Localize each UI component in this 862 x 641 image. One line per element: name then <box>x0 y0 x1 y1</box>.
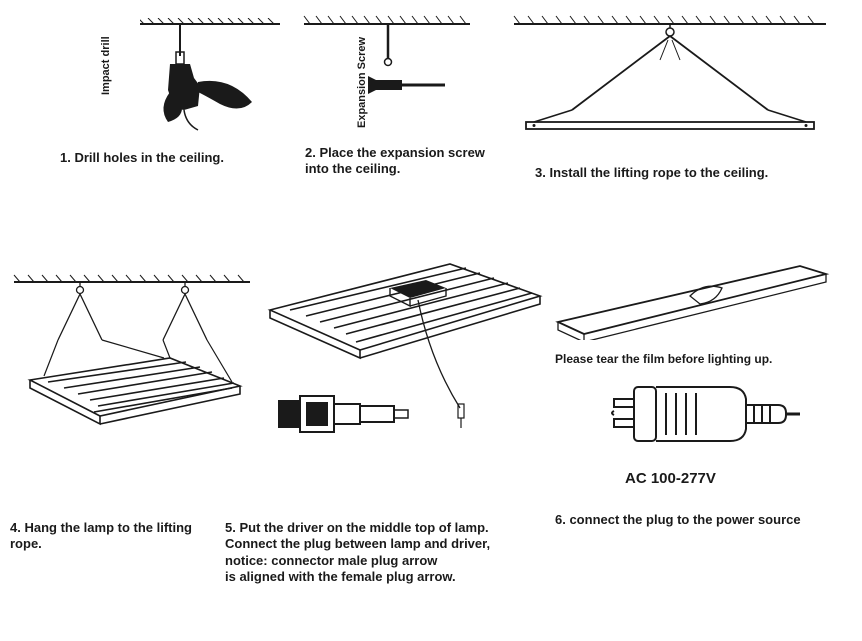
step-1-caption: 1. Drill holes in the ceiling. <box>60 150 224 166</box>
step-1-vlabel: Impact drill <box>100 28 112 103</box>
step-2-vlabel: Expansion Screw <box>356 32 368 132</box>
power-plug-icon <box>610 375 800 465</box>
step-6: Please tear the film before lighting up. <box>550 260 860 340</box>
film-bar-icon <box>550 260 840 340</box>
step-3 <box>510 10 840 150</box>
step-1: Impact drill <box>60 18 290 138</box>
step-4 <box>10 270 270 450</box>
step-2-caption: 2. Place the expansion screw into the ce… <box>305 145 495 178</box>
step-6-caption: 6. connect the plug to the power source <box>555 512 855 528</box>
step-4-caption: 4. Hang the lamp to the lifting rope. <box>10 520 210 553</box>
step-6-spec: AC 100-277V <box>625 470 716 487</box>
expansion-screw-icon <box>300 10 480 135</box>
step-5 <box>240 250 560 460</box>
step-6-note: Please tear the film before lighting up. <box>555 352 772 366</box>
step-5-caption: 5. Put the driver on the middle top of l… <box>225 520 535 585</box>
drill-icon <box>140 18 290 138</box>
step-2: Expansion Screw <box>300 10 510 135</box>
hang-lamp-icon <box>10 270 260 450</box>
step-3-caption: 3. Install the lifting rope to the ceili… <box>535 165 768 181</box>
lifting-rope-icon <box>510 10 830 150</box>
driver-lamp-icon <box>240 250 560 460</box>
